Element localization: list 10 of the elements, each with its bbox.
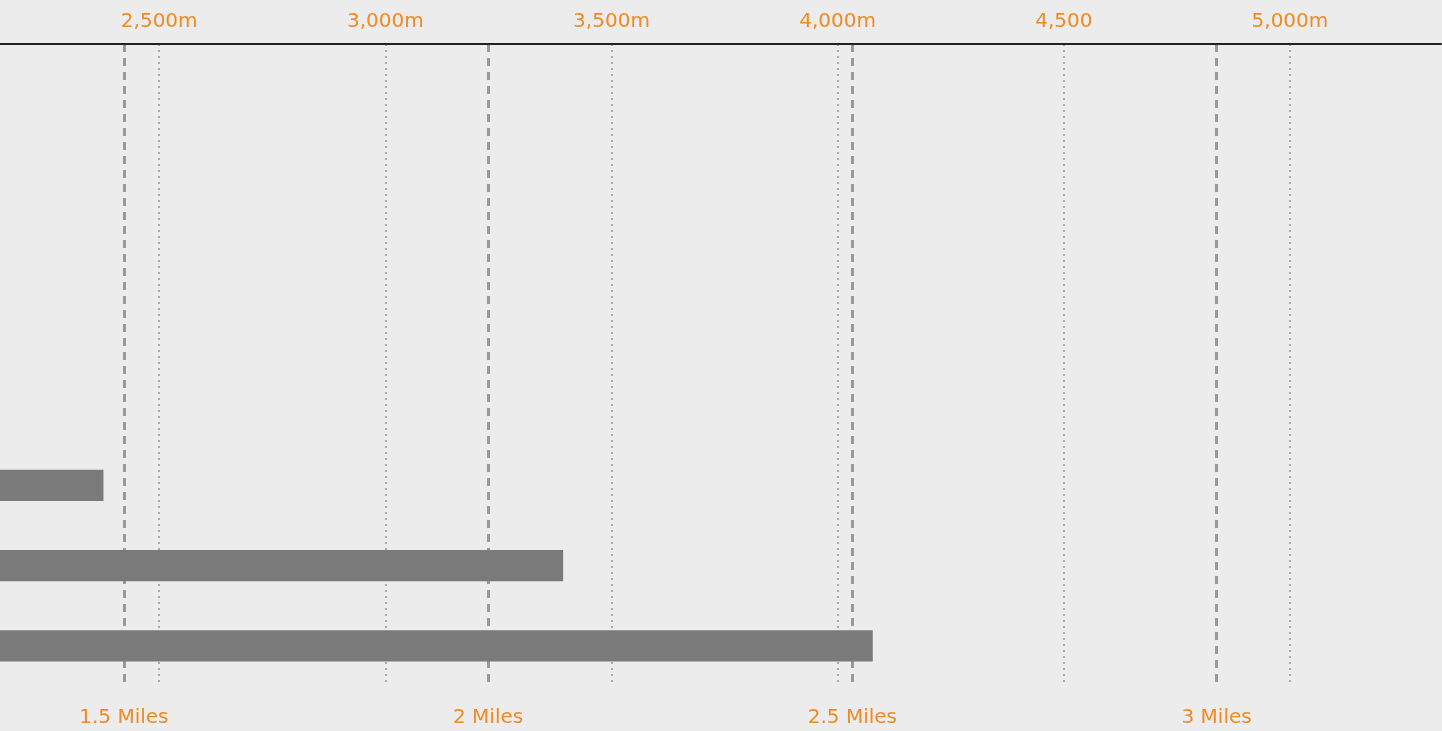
x-tick-label: 3 Miles	[1181, 704, 1252, 728]
x-tick-label: 2 Miles	[453, 704, 524, 728]
x2-tick-label: 2,500m	[120, 8, 198, 32]
x2-tick-label: 4,000m	[799, 8, 877, 32]
x2-tick-label: 5,000m	[1251, 8, 1329, 32]
x2-tick-label: 3,000m	[346, 8, 424, 32]
x2-tick-label: 3,500m	[573, 8, 650, 32]
x2-tick-label: 4,500	[1035, 8, 1093, 32]
x-tick-label: 2.5 Miles	[807, 704, 897, 728]
x-tick-label: 1.5 Miles	[79, 704, 169, 728]
